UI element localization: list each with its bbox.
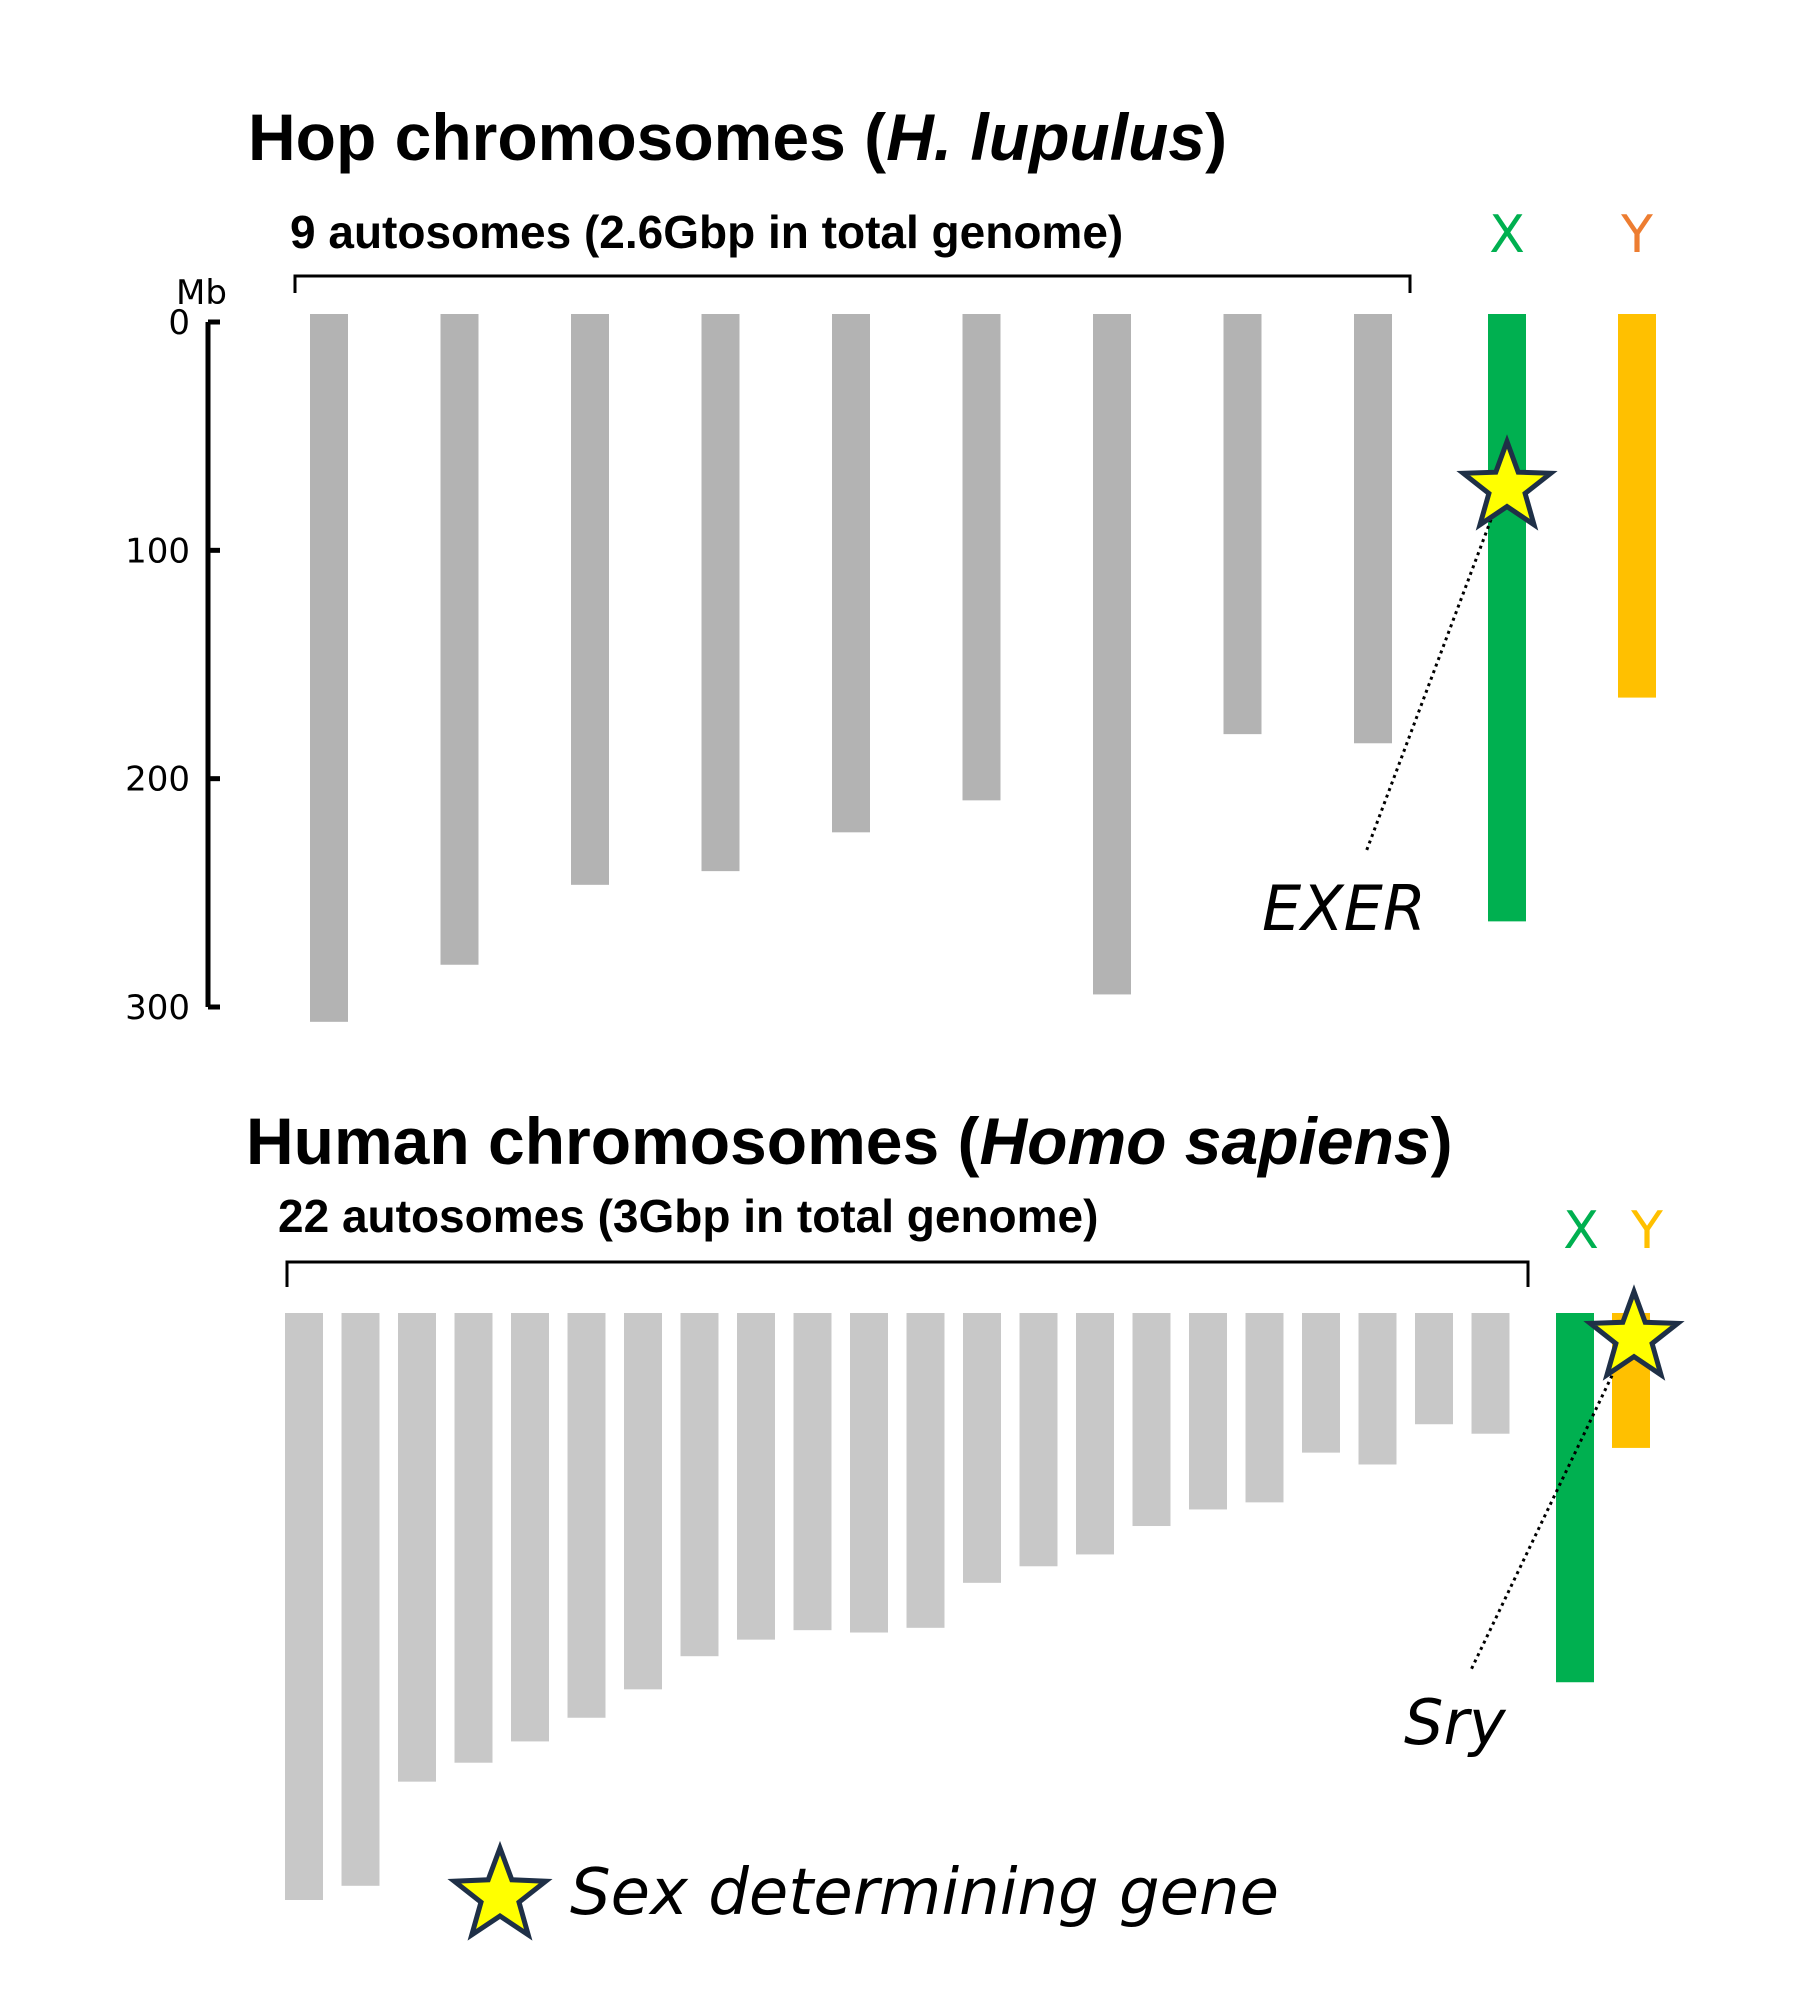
human-autosome-bar xyxy=(1132,1313,1171,1527)
human-autosome-bar xyxy=(793,1313,832,1631)
human-autosome-bar xyxy=(624,1313,662,1690)
human-autosome-bar xyxy=(963,1313,1001,1583)
hop-subtitle: 9 autosomes (2.6Gbp in total genome) xyxy=(290,206,1123,258)
sry-star-icon xyxy=(1583,1284,1685,1381)
human-x-chromosome-bar xyxy=(1556,1313,1594,1683)
human-bars xyxy=(285,1313,1650,1900)
human-autosome-bar xyxy=(1245,1313,1284,1503)
hop-y-tick-label: 200 xyxy=(125,760,190,800)
sry-label: Sry xyxy=(1404,1686,1507,1759)
legend-star-icon xyxy=(447,1840,553,1941)
legend: Sex determining gene xyxy=(447,1840,1279,1941)
hop-autosome-bar xyxy=(962,314,1001,801)
hop-y-axis: Mb 0 100 200 300 xyxy=(125,273,227,1028)
human-autosome-bar xyxy=(454,1313,493,1763)
exer-label: EXER xyxy=(1262,872,1426,945)
human-autosome-bar xyxy=(1415,1313,1453,1425)
hop-y-tick-label: 300 xyxy=(125,988,190,1028)
hop-x-chromosome-bar xyxy=(1488,314,1526,922)
hop-x-label: X xyxy=(1489,205,1525,265)
exer-star-icon xyxy=(1456,434,1558,531)
hop-autosome-bracket xyxy=(293,274,1412,293)
exer-pointer-line xyxy=(1364,519,1493,853)
human-y-label: Y xyxy=(1630,1201,1663,1261)
hop-autosome-bar xyxy=(1354,314,1392,744)
hop-y-tick-label: 0 xyxy=(168,303,190,343)
sry-pointer-line xyxy=(1468,1374,1614,1673)
human-autosome-bar xyxy=(1019,1313,1058,1567)
hop-autosome-bar xyxy=(571,314,609,885)
hop-bars xyxy=(310,314,1656,1022)
hop-autosome-bar xyxy=(440,314,479,965)
hop-y-axis-label: Mb xyxy=(176,273,227,313)
hop-autosome-bar xyxy=(1223,314,1262,735)
hop-y-tick-label: 100 xyxy=(125,531,190,571)
hop-autosome-bar xyxy=(1093,314,1131,995)
human-autosome-bar xyxy=(1471,1313,1510,1434)
human-x-label: X xyxy=(1563,1201,1599,1261)
human-autosome-bar xyxy=(398,1313,436,1782)
hop-title: Hop chromosomes (H. lupulus) xyxy=(248,100,1227,174)
human-autosome-bar xyxy=(341,1313,380,1886)
human-autosome-bar xyxy=(1189,1313,1227,1510)
human-autosome-bar xyxy=(906,1313,945,1628)
human-autosome-bar xyxy=(511,1313,549,1742)
human-subtitle: 22 autosomes (3Gbp in total genome) xyxy=(278,1190,1098,1242)
human-autosome-bar xyxy=(567,1313,606,1718)
human-title: Human chromosomes (Homo sapiens) xyxy=(246,1104,1453,1178)
hop-y-label: Y xyxy=(1620,205,1653,265)
hop-autosome-bar xyxy=(832,314,870,833)
human-autosome-bar xyxy=(737,1313,775,1640)
human-autosome-bar xyxy=(1358,1313,1397,1465)
hop-y-chromosome-bar xyxy=(1618,314,1656,698)
human-autosome-bar xyxy=(850,1313,888,1633)
hop-autosome-bar xyxy=(310,314,348,1022)
human-autosome-bar xyxy=(680,1313,719,1657)
legend-label: Sex determining gene xyxy=(570,1856,1279,1930)
human-autosome-bracket xyxy=(285,1260,1530,1287)
hop-autosome-bar xyxy=(701,314,740,872)
human-autosome-bar xyxy=(1302,1313,1340,1453)
human-autosome-bar xyxy=(1076,1313,1114,1555)
human-autosome-bar xyxy=(285,1313,323,1900)
